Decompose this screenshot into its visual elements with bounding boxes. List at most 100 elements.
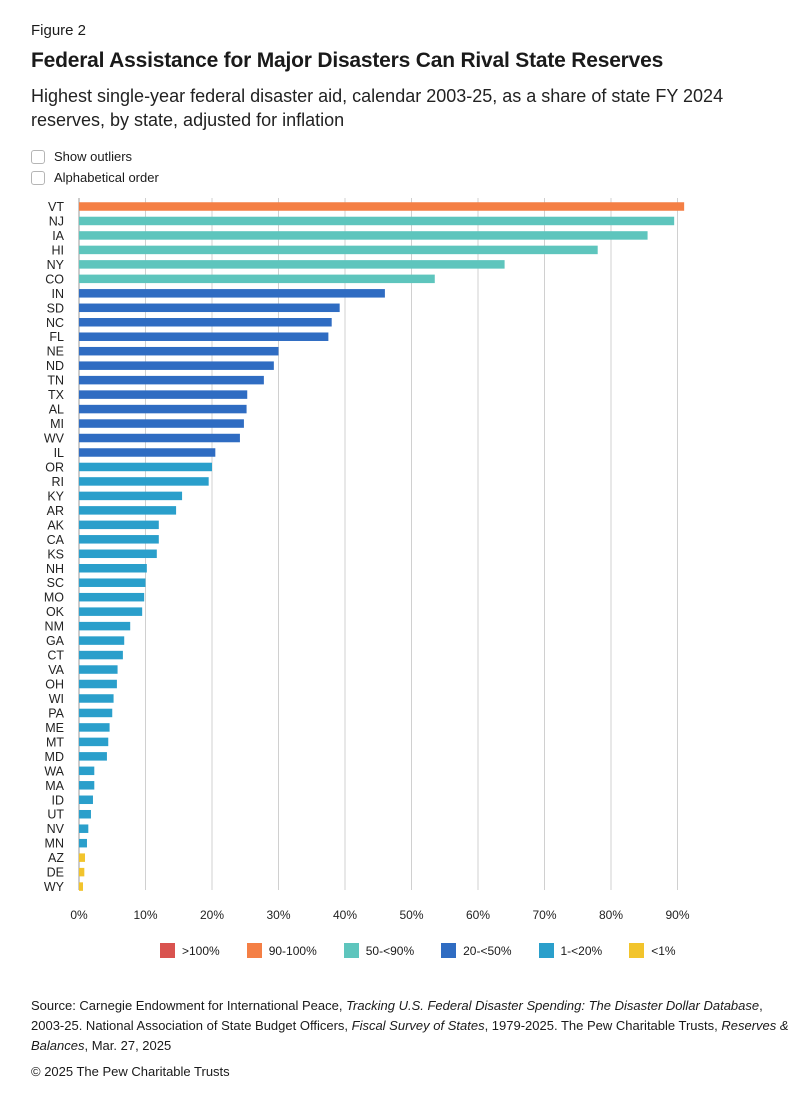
category-label: MO	[44, 591, 64, 605]
x-tick-label: 60%	[466, 908, 490, 922]
bar-ak	[79, 520, 159, 530]
bar-in	[79, 289, 385, 298]
bar-chart: 0% 10% 20% 30% 40% 50% 60% 70% 80% 90%VTNJIAHINYC…	[44, 198, 690, 922]
category-label: WV	[44, 432, 65, 446]
bar-az	[79, 853, 85, 862]
legend-swatch	[441, 943, 457, 958]
category-label: NH	[46, 562, 64, 576]
legend-item[interactable]: >100%	[160, 943, 220, 958]
category-label: KY	[47, 489, 64, 503]
alphabetical-order-checkbox[interactable]	[31, 170, 45, 185]
bar-wi	[79, 694, 114, 703]
category-label: TX	[48, 388, 65, 402]
bar-ga	[79, 636, 125, 645]
category-label: HI	[52, 243, 65, 257]
category-label: NY	[47, 258, 65, 272]
bar-nj	[79, 216, 675, 226]
legend-item[interactable]: 90-100%	[246, 943, 317, 958]
show-outliers-label: Show outliers	[54, 149, 133, 164]
source-text: , 2003-25. National Association of State…	[31, 998, 763, 1033]
bar-mn	[79, 838, 87, 848]
x-tick-label: 80%	[599, 908, 623, 922]
bar-ca	[79, 535, 159, 544]
copyright: © 2025 The Pew Charitable Trusts	[31, 1064, 230, 1079]
legend-item[interactable]: 1-<20%	[538, 943, 602, 958]
bar-ct	[79, 650, 123, 660]
legend-label: 50-<90%	[365, 943, 415, 958]
category-label: CT	[47, 649, 64, 663]
source-text: , 1979-2025. The Pew Charitable Trusts,	[484, 1018, 722, 1033]
source-title: Reserves & Balances	[31, 1018, 789, 1053]
category-label: WI	[49, 692, 64, 706]
category-label: OK	[46, 605, 65, 619]
category-label: AK	[47, 518, 64, 532]
x-tick-label: 20%	[200, 908, 224, 922]
category-label: SC	[47, 576, 64, 590]
category-label: MN	[45, 837, 64, 851]
bar-nc	[79, 318, 332, 327]
bar-mi	[79, 419, 244, 428]
category-label: IA	[52, 229, 64, 243]
bar-wv	[79, 433, 240, 443]
legend-item[interactable]: 50-<90%	[343, 943, 415, 958]
bar-ia	[79, 231, 648, 240]
legend-label: >100%	[182, 943, 220, 958]
category-label: OR	[45, 460, 64, 474]
x-tick-label: 70%	[532, 908, 556, 922]
legend-swatch	[343, 943, 359, 958]
category-label: KS	[47, 547, 64, 561]
category-label: WA	[44, 764, 64, 778]
bar-sc	[79, 578, 146, 587]
bar-me	[79, 723, 110, 732]
bar-wa	[79, 766, 95, 776]
category-label: GA	[46, 634, 65, 648]
category-label: VA	[48, 663, 64, 677]
bar-co	[79, 274, 435, 284]
category-label: NC	[46, 316, 64, 330]
alphabetical-order-label: Alphabetical order	[54, 170, 159, 185]
bar-id	[79, 795, 93, 805]
chart-title: Federal Assistance for Major Disasters C…	[31, 49, 664, 72]
x-tick-label: 10%	[133, 908, 157, 922]
bar-nh	[79, 564, 147, 573]
show-outliers-checkbox[interactable]	[31, 149, 45, 164]
bar-al	[79, 404, 247, 414]
category-label: TN	[47, 374, 64, 388]
bar-pa	[79, 708, 113, 718]
category-label: CA	[47, 533, 65, 547]
legend-label: 20-<50%	[463, 943, 512, 958]
category-label: DE	[47, 866, 64, 880]
category-label: AZ	[48, 851, 64, 865]
alphabetical-order-option[interactable]: Alphabetical order	[31, 170, 159, 185]
category-label: IL	[54, 446, 64, 460]
x-tick-label: 30%	[266, 908, 290, 922]
bar-mt	[79, 737, 109, 747]
legend-item[interactable]: 20-<50%	[441, 943, 512, 958]
category-label: ME	[45, 721, 64, 735]
x-tick-label: 0%	[70, 908, 88, 922]
source-note: Source: Carnegie Endowment for Internati…	[31, 996, 793, 1056]
bar-nv	[79, 824, 89, 833]
category-label: AL	[49, 403, 64, 417]
legend-item[interactable]: <1%	[629, 943, 676, 958]
category-label: ND	[46, 359, 64, 373]
bar-wy	[79, 882, 83, 891]
x-tick-label: 40%	[333, 908, 357, 922]
show-outliers-option[interactable]: Show outliers	[31, 149, 132, 164]
bar-or	[79, 462, 212, 472]
category-label: IN	[52, 287, 65, 301]
source-title: Tracking U.S. Federal Disaster Spending:…	[346, 998, 760, 1013]
bar-hi	[79, 245, 598, 255]
category-label: SD	[47, 301, 64, 315]
category-label: NE	[47, 345, 64, 359]
legend-label: <1%	[651, 943, 676, 958]
bar-oh	[79, 679, 117, 689]
legend-swatch	[160, 943, 175, 958]
bar-ut	[79, 809, 91, 819]
bar-ri	[79, 477, 209, 486]
category-label: WY	[44, 880, 65, 894]
source-title: Fiscal Survey of States	[351, 1018, 485, 1033]
legend-swatch	[538, 943, 554, 958]
bar-nd	[79, 361, 274, 370]
bar-mo	[79, 592, 145, 602]
